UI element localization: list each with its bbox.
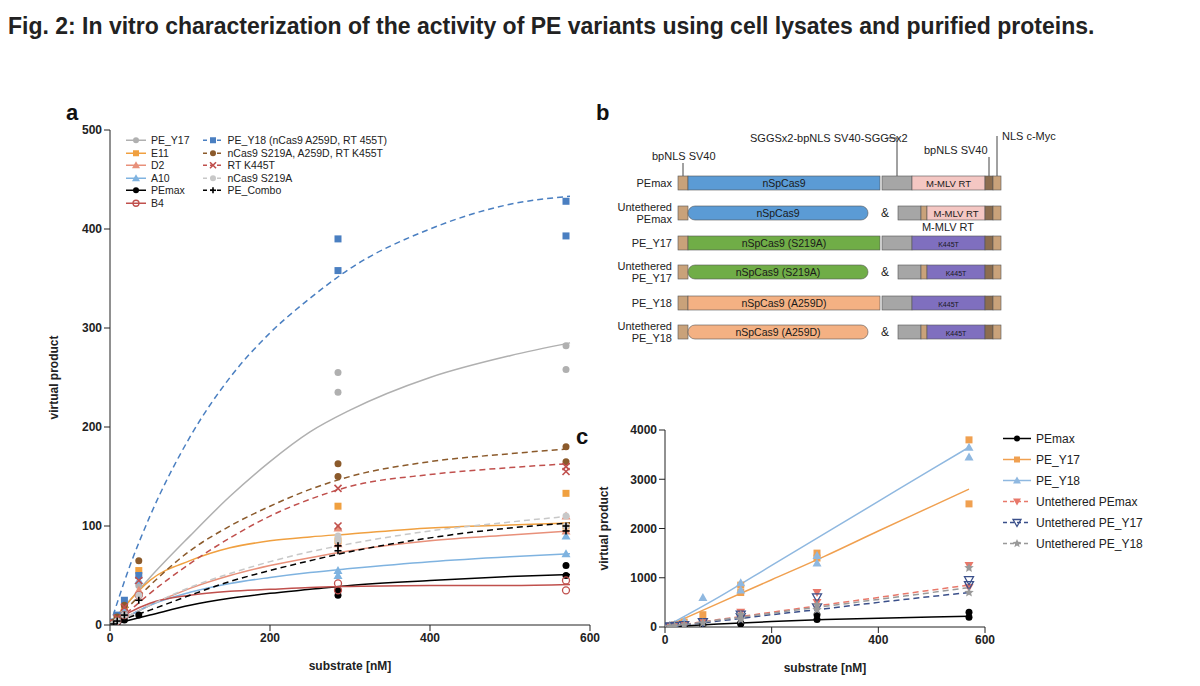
html-text:B4: B4 xyxy=(151,196,164,209)
svg-text:substrate [nM]: substrate [nM] xyxy=(784,661,867,675)
html-text:Untethered PE_Y17: Untethered PE_Y17 xyxy=(1036,515,1143,530)
html-text:PEmax: PEmax xyxy=(151,184,185,197)
svg-text:600: 600 xyxy=(975,633,995,647)
svg-text:M-MLV RT: M-MLV RT xyxy=(933,208,978,219)
html-text:b: b xyxy=(596,100,610,125)
svg-text:K445T: K445T xyxy=(938,241,959,248)
svg-text:nSpCas9 (S219A): nSpCas9 (S219A) xyxy=(742,237,827,249)
svg-text:300: 300 xyxy=(82,321,102,335)
svg-text:K445T: K445T xyxy=(938,301,959,308)
html-text:RT K445T: RT K445T xyxy=(227,159,275,172)
svg-text:PE_Y18: PE_Y18 xyxy=(632,332,672,344)
svg-text:nSpCas9: nSpCas9 xyxy=(756,207,799,219)
html-text:Untethered PEmax: Untethered PEmax xyxy=(1036,494,1138,509)
html-text:PE_Y17: PE_Y17 xyxy=(1036,452,1080,467)
svg-text:PEmax: PEmax xyxy=(637,213,673,225)
svg-text:600: 600 xyxy=(580,631,600,645)
svg-text:nSpCas9 (S219A): nSpCas9 (S219A) xyxy=(736,266,821,278)
svg-text:3000: 3000 xyxy=(630,473,657,487)
svg-text:&: & xyxy=(881,325,889,339)
html-text:PEmax: PEmax xyxy=(1036,431,1075,446)
html-text:A10: A10 xyxy=(151,171,170,184)
svg-text:virtual product: virtual product xyxy=(47,335,61,419)
svg-text:nSpCas9 (A259D): nSpCas9 (A259D) xyxy=(735,326,820,338)
svg-text:200: 200 xyxy=(82,420,102,434)
svg-text:NLS c-Myc: NLS c-Myc xyxy=(1002,130,1056,142)
svg-text:200: 200 xyxy=(762,633,782,647)
svg-text:Untethered: Untethered xyxy=(618,201,672,213)
html-text:PE_Y18 (nCas9 A259D, RT 455T): PE_Y18 (nCas9 A259D, RT 455T) xyxy=(227,134,388,147)
html-text:D2: D2 xyxy=(151,159,165,172)
svg-text:PEmax: PEmax xyxy=(637,177,673,189)
svg-text:200: 200 xyxy=(260,631,280,645)
svg-text:4000: 4000 xyxy=(630,423,657,437)
svg-text:100: 100 xyxy=(82,519,102,533)
svg-text:2000: 2000 xyxy=(630,522,657,536)
html-text:E11: E11 xyxy=(151,146,169,159)
svg-text:400: 400 xyxy=(420,631,440,645)
html-text:nCas9 S219A: nCas9 S219A xyxy=(227,171,293,184)
html-text:PE_Combo: PE_Combo xyxy=(227,184,282,197)
svg-text:0: 0 xyxy=(95,618,102,632)
html-text:nCas9 S219A, A259D, RT K455T: nCas9 S219A, A259D, RT K455T xyxy=(227,146,383,159)
svg-text:virtual product: virtual product xyxy=(597,486,611,570)
html-text:a: a xyxy=(66,100,79,125)
svg-text:Untethered: Untethered xyxy=(618,260,672,272)
svg-text:Untethered: Untethered xyxy=(618,320,672,332)
svg-text:0: 0 xyxy=(107,631,114,645)
svg-text:bpNLS SV40: bpNLS SV40 xyxy=(652,150,716,162)
html-text:Untethered PE_Y18: Untethered PE_Y18 xyxy=(1036,536,1143,551)
html-text:c: c xyxy=(576,424,589,449)
svg-text:M-MLV RT: M-MLV RT xyxy=(926,178,971,189)
svg-text:0: 0 xyxy=(662,633,669,647)
svg-text:&: & xyxy=(881,265,889,279)
svg-text:SGGSx2-bpNLS SV40-SGGSx2: SGGSx2-bpNLS SV40-SGGSx2 xyxy=(750,132,908,144)
svg-text:0: 0 xyxy=(650,620,657,634)
svg-text:K445T: K445T xyxy=(946,270,967,277)
svg-text:400: 400 xyxy=(82,222,102,236)
svg-text:nSpCas9: nSpCas9 xyxy=(762,177,805,189)
html-text:PE_Y17: PE_Y17 xyxy=(151,134,190,147)
svg-text:400: 400 xyxy=(868,633,888,647)
html-text:Fig. 2: In vitro characterizat: Fig. 2: In vitro characterization of the… xyxy=(8,13,1095,39)
svg-text:K445T: K445T xyxy=(946,330,967,337)
svg-text:bpNLS SV40: bpNLS SV40 xyxy=(924,144,988,156)
html-text:PE_Y18: PE_Y18 xyxy=(1036,473,1080,488)
svg-text:nSpCas9 (A259D): nSpCas9 (A259D) xyxy=(741,297,826,309)
svg-text:&: & xyxy=(881,206,889,220)
svg-text:M-MLV RT: M-MLV RT xyxy=(922,221,974,233)
svg-text:1000: 1000 xyxy=(630,571,657,585)
svg-text:PE_Y17: PE_Y17 xyxy=(632,237,672,249)
svg-text:substrate [nM]: substrate [nM] xyxy=(309,659,392,673)
svg-text:PE_Y17: PE_Y17 xyxy=(632,272,672,284)
svg-text:PE_Y18: PE_Y18 xyxy=(632,297,672,309)
svg-text:500: 500 xyxy=(82,123,102,137)
